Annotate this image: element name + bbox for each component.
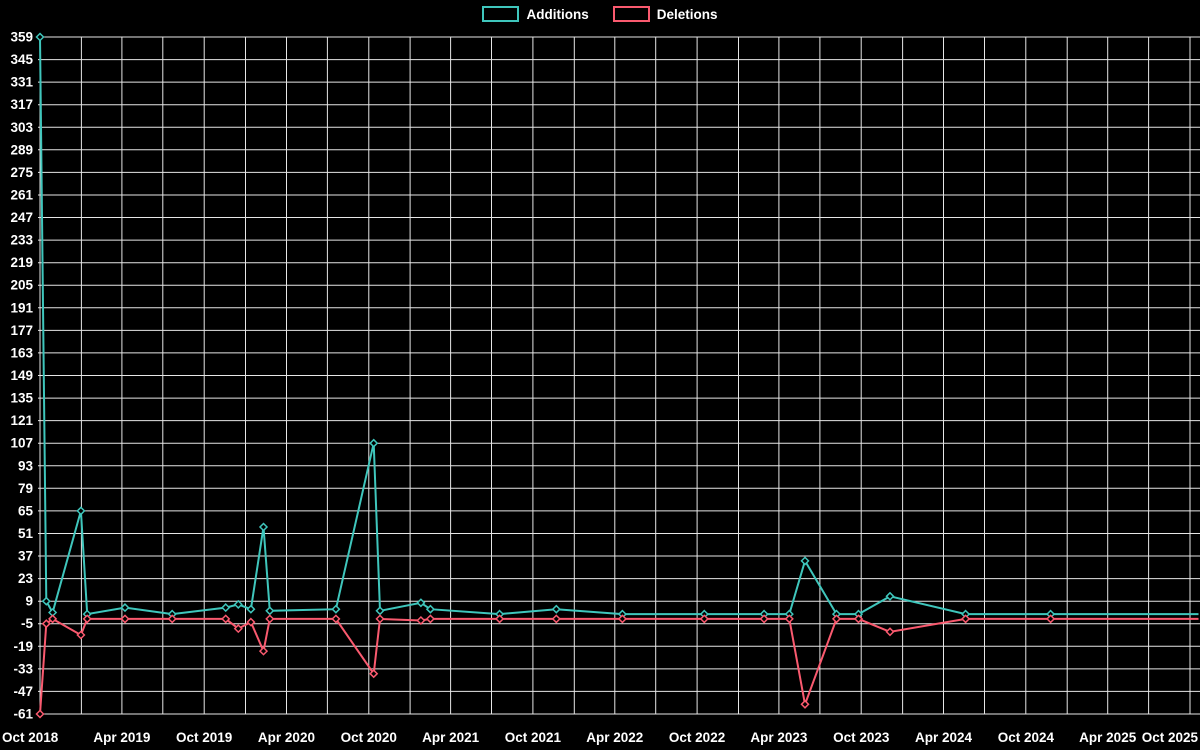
x-tick-label: Apr 2020 xyxy=(258,730,315,745)
axis-labels: 359 345 331 317 303 289 275 261 247 233 219 205 191 1… xyxy=(2,30,1198,746)
y-tick-label: 163 xyxy=(10,345,33,360)
x-tick-label: Apr 2021 xyxy=(422,730,480,745)
y-tick-label: -33 xyxy=(13,661,33,676)
y-tick-label: 359 xyxy=(10,30,33,45)
y-tick-label: 219 xyxy=(10,255,33,270)
legend-additions-label: Additions xyxy=(526,6,589,22)
x-tick-label: Apr 2023 xyxy=(750,730,808,745)
x-tick-label: Apr 2019 xyxy=(93,730,150,745)
x-tick-label: Oct 2021 xyxy=(505,730,562,745)
additions-line xyxy=(39,36,1199,616)
x-tick-label: Apr 2022 xyxy=(586,730,643,745)
y-tick-label: 93 xyxy=(18,458,34,473)
gridlines xyxy=(38,36,1200,715)
deletions-swatch-icon xyxy=(612,6,650,22)
point-markers xyxy=(35,32,1056,719)
x-tick-label: Oct 2025 xyxy=(1142,730,1199,745)
x-tick-label: Oct 2018 xyxy=(2,730,59,745)
x-tick-label: Oct 2022 xyxy=(669,730,725,745)
y-tick-label: -19 xyxy=(13,639,33,654)
y-tick-label: 9 xyxy=(25,594,33,609)
y-tick-label: -61 xyxy=(13,707,33,722)
y-tick-label: 191 xyxy=(10,300,33,315)
y-tick-label: 303 xyxy=(10,120,33,135)
y-tick-label: 177 xyxy=(10,323,33,338)
y-tick-label: 79 xyxy=(18,481,33,496)
x-tick-label: Oct 2023 xyxy=(833,730,890,745)
y-tick-label: 205 xyxy=(10,278,33,293)
legend-item-additions[interactable]: Additions xyxy=(482,6,589,22)
y-tick-label: -5 xyxy=(21,616,33,631)
y-tick-label: 149 xyxy=(10,368,33,383)
y-tick-label: 317 xyxy=(10,97,33,112)
x-tick-label: Apr 2025 xyxy=(1079,730,1137,745)
y-tick-label: 345 xyxy=(10,52,33,67)
y-tick-label: 275 xyxy=(10,165,33,180)
chart-legend: Additions Deletions xyxy=(0,6,1200,22)
y-tick-label: 65 xyxy=(18,503,34,518)
x-tick-label: Oct 2024 xyxy=(998,730,1055,745)
x-tick-label: Oct 2020 xyxy=(341,730,397,745)
y-tick-label: 121 xyxy=(10,413,33,428)
deletions-line xyxy=(39,617,1199,715)
y-tick-label: 51 xyxy=(18,526,34,541)
x-tick-label: Apr 2024 xyxy=(915,730,973,745)
x-tick-label: Oct 2019 xyxy=(176,730,232,745)
y-tick-label: 289 xyxy=(10,142,33,157)
y-tick-label: 23 xyxy=(18,571,34,586)
y-tick-label: 107 xyxy=(10,436,33,451)
y-tick-label: 331 xyxy=(10,75,33,90)
additions-swatch-icon xyxy=(482,6,520,22)
legend-item-deletions[interactable]: Deletions xyxy=(612,6,718,22)
y-tick-label: 261 xyxy=(10,188,33,203)
y-tick-label: 233 xyxy=(10,233,33,248)
y-tick-label: 247 xyxy=(10,210,33,225)
legend-deletions-label: Deletions xyxy=(656,6,718,22)
y-tick-label: 135 xyxy=(10,391,33,406)
y-tick-label: 37 xyxy=(18,549,33,564)
y-tick-label: -47 xyxy=(13,684,33,699)
